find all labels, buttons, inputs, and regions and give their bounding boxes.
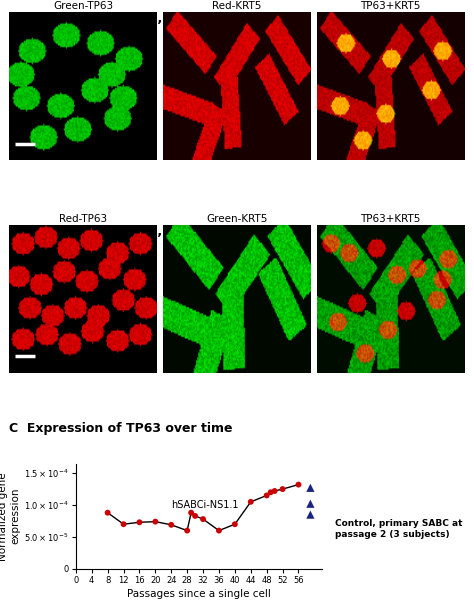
Title: Red-KRT5: Red-KRT5 (212, 1, 262, 11)
Point (120, 520, 128, 529)
Point (271, 486, 278, 496)
Point (187, 508, 195, 518)
Point (183, 526, 191, 535)
Point (307, 483, 314, 492)
Point (104, 508, 111, 518)
Title: Green-TP63: Green-TP63 (53, 1, 113, 11)
Title: TP63+KRT5: TP63+KRT5 (360, 214, 421, 224)
Point (247, 497, 255, 507)
Point (152, 517, 159, 527)
Point (295, 480, 302, 489)
Title: TP63+KRT5: TP63+KRT5 (360, 1, 421, 11)
X-axis label: Passages since a single cell: Passages since a single cell (127, 589, 271, 599)
Text: B  Basal cell features, passage 49: B Basal cell features, passage 49 (9, 225, 247, 238)
Point (199, 514, 207, 524)
Point (263, 491, 271, 500)
Text: Control, primary SABC at
passage 2 (3 subjects): Control, primary SABC at passage 2 (3 su… (335, 519, 462, 539)
Point (136, 518, 143, 527)
Point (307, 510, 314, 520)
Point (267, 488, 274, 497)
Y-axis label: Normalized gene
expression: Normalized gene expression (0, 472, 20, 560)
Title: Red-TP63: Red-TP63 (59, 214, 108, 224)
Text: A  Basal cell features, passage 6: A Basal cell features, passage 6 (9, 12, 238, 25)
Point (231, 520, 238, 529)
Point (191, 511, 199, 521)
Point (307, 499, 314, 509)
Point (279, 484, 286, 494)
Text: C  Expression of TP63 over time: C Expression of TP63 over time (9, 421, 233, 435)
Point (215, 526, 223, 535)
Point (167, 520, 175, 530)
Title: Green-KRT5: Green-KRT5 (206, 214, 268, 224)
Text: hSABCi-NS1.1: hSABCi-NS1.1 (171, 500, 239, 510)
